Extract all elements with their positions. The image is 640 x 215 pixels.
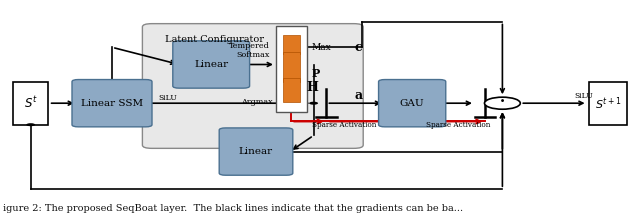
Bar — [13, 82, 49, 125]
FancyBboxPatch shape — [219, 128, 293, 175]
Text: SiLU: SiLU — [574, 92, 593, 100]
Text: Linear SSM: Linear SSM — [81, 99, 143, 108]
Bar — [283, 35, 300, 54]
FancyBboxPatch shape — [143, 24, 364, 148]
Text: GAU: GAU — [400, 99, 424, 108]
Circle shape — [484, 97, 520, 109]
Text: Tempered
Softmax: Tempered Softmax — [228, 42, 269, 59]
Bar — [283, 52, 300, 82]
Text: H: H — [307, 81, 318, 94]
Circle shape — [26, 123, 35, 126]
FancyBboxPatch shape — [72, 80, 152, 127]
Text: igure 2: The proposed SeqBoat layer.  The black lines indicate that the gradient: igure 2: The proposed SeqBoat layer. The… — [3, 204, 463, 213]
Text: Max: Max — [312, 43, 332, 52]
Text: $S^{t+1}$: $S^{t+1}$ — [595, 95, 621, 112]
Text: SiLU: SiLU — [159, 94, 177, 102]
Text: P: P — [312, 68, 320, 79]
Text: ·: · — [499, 91, 506, 113]
Text: Linear: Linear — [239, 147, 273, 156]
Text: Sparse Activation: Sparse Activation — [426, 121, 490, 129]
Text: c: c — [355, 41, 362, 54]
Text: Argmax: Argmax — [241, 98, 273, 106]
Text: a: a — [355, 89, 363, 102]
Text: Sparse Activation: Sparse Activation — [312, 121, 376, 129]
Text: Latent Configurator: Latent Configurator — [165, 35, 264, 45]
Text: Linear: Linear — [194, 60, 228, 69]
Bar — [283, 78, 300, 102]
FancyBboxPatch shape — [379, 80, 445, 127]
FancyBboxPatch shape — [173, 41, 250, 88]
Bar — [589, 82, 627, 125]
Bar — [276, 26, 307, 112]
Circle shape — [309, 102, 318, 105]
Text: $S^t$: $S^t$ — [24, 95, 38, 111]
